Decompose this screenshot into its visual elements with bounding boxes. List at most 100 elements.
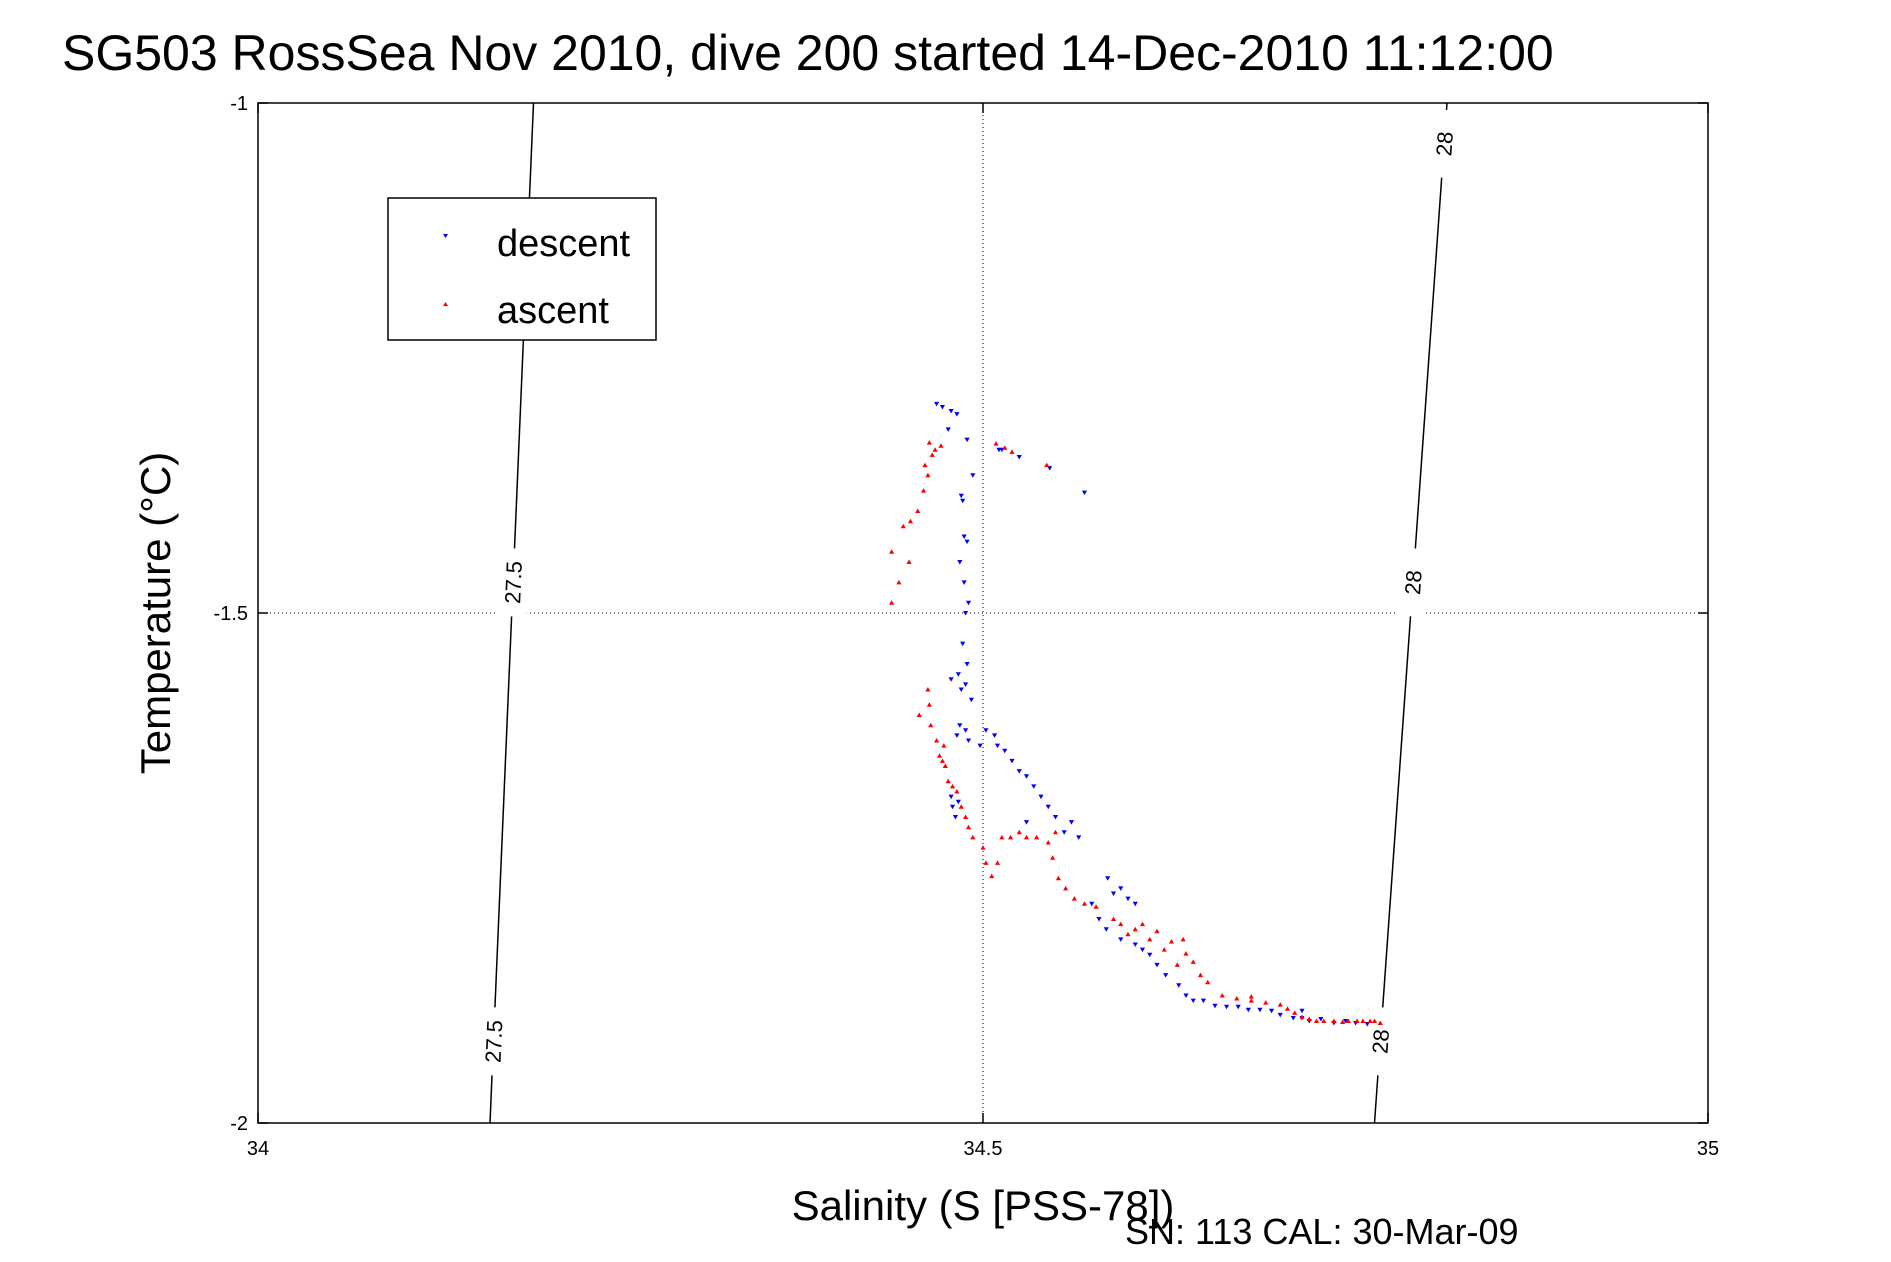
ascent-point bbox=[1180, 936, 1186, 942]
ascent-point bbox=[896, 579, 902, 585]
descent-point bbox=[948, 409, 954, 414]
descent-point bbox=[1342, 1019, 1349, 1024]
descent-point bbox=[1257, 1007, 1263, 1013]
ascent-point bbox=[889, 600, 895, 605]
ascent-point bbox=[1081, 901, 1088, 906]
contour-label-background bbox=[1362, 1006, 1398, 1077]
ascent-point bbox=[920, 488, 927, 493]
descent-point bbox=[960, 641, 966, 647]
descent-point bbox=[1318, 1016, 1324, 1022]
descent-point bbox=[1277, 1012, 1283, 1018]
ascent-point bbox=[1147, 936, 1153, 942]
x-axis-label: Salinity (S [PSS-78]) bbox=[792, 1182, 1175, 1229]
chart-title: SG503 RossSea Nov 2010, dive 200 started… bbox=[62, 25, 1554, 81]
ascent-point bbox=[907, 518, 914, 524]
ascent-point bbox=[1023, 834, 1030, 840]
ascent-point bbox=[1016, 829, 1022, 835]
descent-point bbox=[960, 498, 966, 504]
descent-point bbox=[1200, 998, 1206, 1004]
descent-point bbox=[1002, 748, 1008, 754]
descent-point bbox=[948, 794, 954, 800]
descent-point bbox=[964, 539, 970, 545]
descent-point bbox=[1118, 886, 1124, 891]
ascent-point bbox=[1377, 1020, 1383, 1026]
ascent-point bbox=[1183, 951, 1189, 956]
density-contours: 27.5 27.5 28 28 28 bbox=[477, 102, 1462, 1124]
descent-point bbox=[1023, 774, 1030, 779]
descent-point bbox=[1076, 835, 1082, 840]
ascent-point bbox=[1002, 445, 1008, 450]
ascent-point bbox=[1055, 875, 1061, 881]
descent-point bbox=[954, 733, 960, 738]
ascent-point bbox=[1321, 1018, 1327, 1023]
ascent-point bbox=[1219, 993, 1225, 998]
ascent-point bbox=[1248, 994, 1254, 999]
descent-point bbox=[1016, 769, 1022, 774]
ascent-point bbox=[993, 441, 999, 446]
ascent-point bbox=[1052, 829, 1059, 835]
descent-point bbox=[964, 437, 970, 443]
ascent-point bbox=[925, 687, 931, 692]
descent-point bbox=[954, 412, 960, 417]
ascent-point bbox=[1197, 972, 1204, 978]
ascent-point bbox=[1292, 1010, 1298, 1015]
descent-point bbox=[1212, 1003, 1218, 1009]
ascent-point bbox=[1313, 1018, 1320, 1023]
descent-point bbox=[1183, 993, 1189, 998]
descent-point bbox=[1125, 896, 1131, 902]
ascent-point bbox=[1284, 1006, 1291, 1011]
legend-descent-marker bbox=[443, 234, 448, 238]
x-tick-label: 34 bbox=[247, 1138, 269, 1160]
descent-point bbox=[992, 733, 998, 738]
descent-point bbox=[939, 404, 945, 410]
ascent-point bbox=[949, 783, 956, 789]
descent-point bbox=[1154, 962, 1160, 968]
descent-point bbox=[958, 687, 964, 692]
ascent-point bbox=[1093, 904, 1099, 909]
descent-point bbox=[949, 804, 956, 810]
ascent-point bbox=[1277, 1002, 1283, 1007]
ascent-point bbox=[939, 758, 945, 763]
ascent-point bbox=[983, 860, 989, 865]
descent-point bbox=[1235, 1004, 1241, 1010]
contour-label-background bbox=[477, 1006, 510, 1077]
legend: descent ascent bbox=[387, 197, 657, 341]
ascent-point bbox=[926, 440, 932, 445]
ascent-point bbox=[945, 778, 951, 784]
ascent-point bbox=[936, 753, 943, 758]
ascent-point bbox=[1371, 1018, 1378, 1023]
ascent-point bbox=[954, 789, 960, 794]
ascent-point bbox=[1161, 947, 1167, 952]
ascent-point bbox=[1367, 1018, 1373, 1023]
descent-point bbox=[958, 493, 964, 499]
descent-point bbox=[955, 799, 961, 805]
ascent-point bbox=[1190, 959, 1196, 964]
contour-label: 28 bbox=[1367, 1028, 1394, 1054]
grid-lines bbox=[258, 103, 1708, 1123]
descent-point bbox=[1061, 830, 1067, 835]
ascent-point bbox=[1125, 931, 1131, 937]
descent-point bbox=[1052, 815, 1059, 820]
sensor-footer: SN: 113 CAL: 30-Mar-09 bbox=[1125, 1211, 1519, 1252]
descent-point bbox=[1118, 937, 1124, 942]
ascent-point bbox=[958, 804, 964, 809]
ascent-point bbox=[1045, 840, 1051, 845]
descent-point bbox=[994, 743, 1001, 749]
axis-ticks: 34 34.5 35 -1 -1.5 -2 bbox=[214, 93, 1720, 1160]
ascent-point bbox=[900, 523, 906, 529]
descent-point bbox=[1031, 784, 1037, 789]
descent-point bbox=[1224, 1004, 1230, 1010]
descent-point bbox=[1038, 794, 1044, 800]
contour-label-background bbox=[496, 547, 530, 618]
legend-box bbox=[387, 197, 657, 341]
ascent-point bbox=[994, 860, 1001, 865]
ascent-point bbox=[1044, 462, 1050, 468]
ascent-point bbox=[1263, 1000, 1269, 1005]
ascent-point bbox=[999, 834, 1005, 840]
y-axis-label: Temperature (°C) bbox=[132, 452, 179, 775]
descent-point bbox=[1163, 973, 1169, 978]
ascent-point bbox=[1009, 449, 1015, 454]
ascent-point bbox=[938, 443, 944, 448]
descent-point bbox=[1016, 454, 1022, 460]
